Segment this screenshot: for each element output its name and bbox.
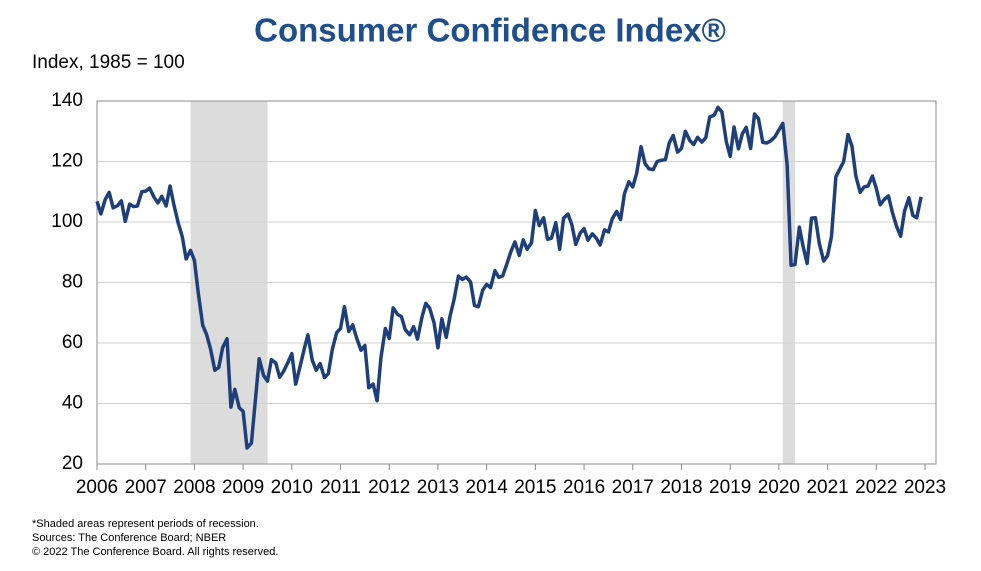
x-tick-label: 2023 [904,477,946,498]
chart-title: Consumer Confidence Index® [254,12,726,49]
x-tick-label: 2015 [514,477,556,498]
x-tick-label: 2006 [76,477,118,498]
y-tick-label: 80 [62,272,83,293]
y-axis-label: Index, 1985 = 100 [32,52,185,73]
x-tick-label: 2020 [758,477,800,498]
x-tick-label: 2013 [417,477,459,498]
y-tick-label: 20 [62,453,83,474]
x-tick-label: 2016 [563,477,605,498]
x-tick-label: 2007 [125,477,167,498]
y-tick-label: 140 [51,90,83,111]
x-tick-label: 2010 [271,477,313,498]
x-tick-label: 2018 [660,477,702,498]
footnote: Sources: The Conference Board; NBER [32,532,226,544]
x-tick-label: 2017 [612,477,654,498]
x-tick-label: 2021 [806,477,848,498]
x-tick-label: 2009 [222,477,264,498]
y-tick-label: 60 [62,332,83,353]
x-tick-label: 2014 [466,477,509,498]
data-line [95,105,923,450]
footnote: *Shaded areas represent periods of reces… [32,518,259,530]
plot-frame [96,100,937,465]
footnote: © 2022 The Conference Board. All rights … [32,546,278,558]
y-tick-label: 120 [51,151,83,172]
x-tick-label: 2011 [320,477,361,498]
x-tick-label: 2019 [709,477,751,498]
y-tick-label: 100 [51,211,83,232]
x-tick-label: 2008 [173,477,215,498]
y-tick-label: 40 [62,393,83,414]
x-tick-label: 2022 [855,477,897,498]
x-tick-label: 2012 [368,477,410,498]
